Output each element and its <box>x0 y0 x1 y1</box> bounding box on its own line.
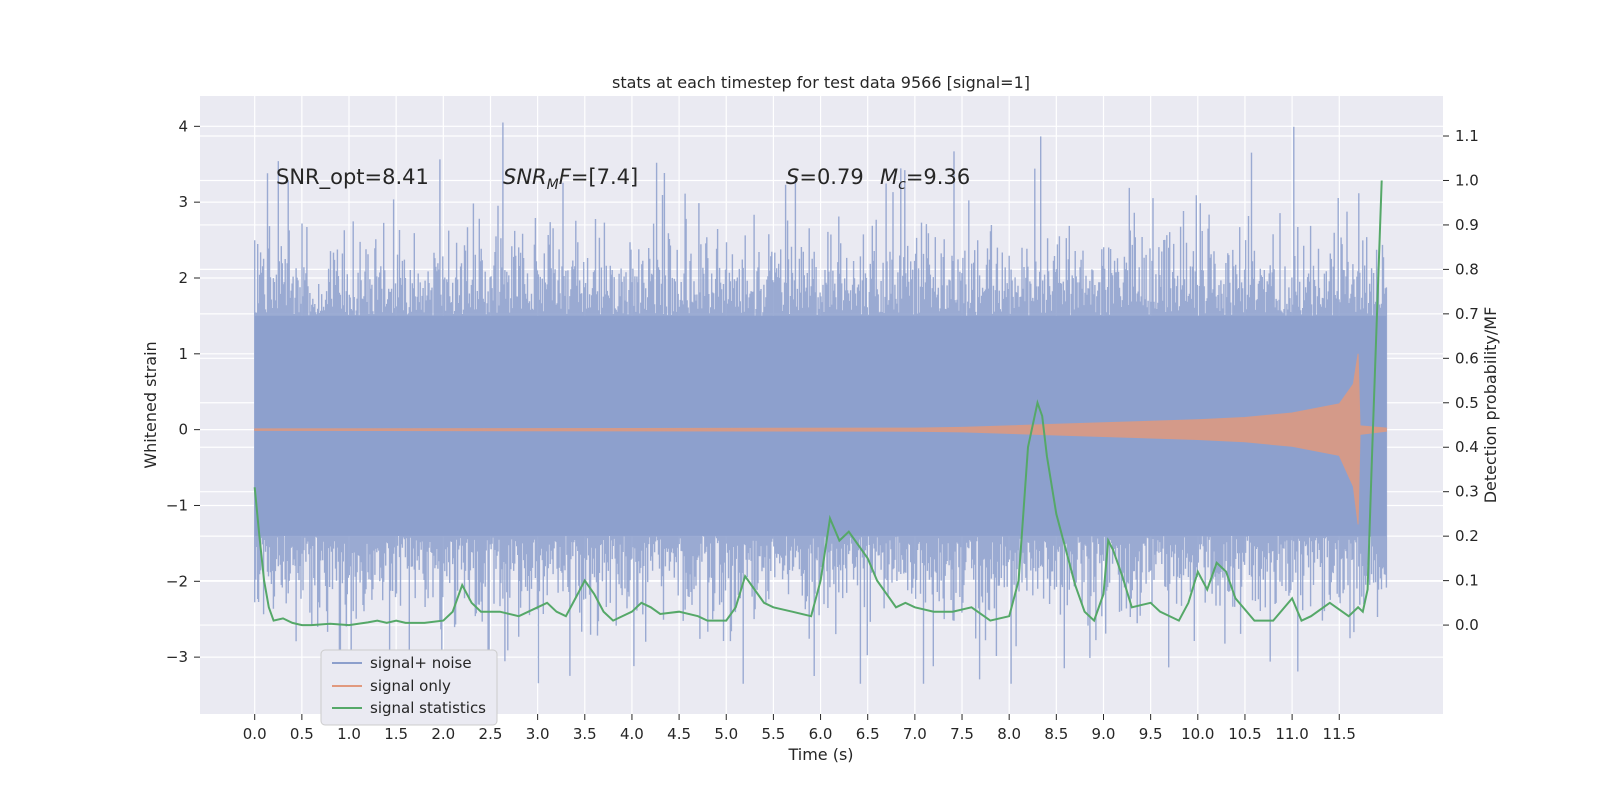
legend-box <box>320 649 498 726</box>
x-tick-label: 1.5 <box>384 725 408 743</box>
x-tick-label: 7.5 <box>950 725 974 743</box>
y-right-tick-label: 1.1 <box>1455 127 1479 145</box>
snr-mf-subscript: M <box>547 177 559 193</box>
snr-mf-symbol: SNR <box>503 165 547 189</box>
annotation-mc: Mc=9.36 <box>880 165 970 193</box>
signal-envelope <box>254 353 1387 525</box>
x-tick-label: 3.5 <box>573 725 597 743</box>
x-tick-label: 2.5 <box>479 725 503 743</box>
y-left-axis-ticks: 4 3 2 1 0 −1 −2 −3 <box>166 117 200 666</box>
y-left-tick-label: 4 <box>178 117 188 135</box>
y-left-tick-label: 3 <box>178 193 188 211</box>
y-right-axis-ticks: 1.1 1.0 0.9 0.8 0.7 0.6 0.5 0.4 0.3 0.2 0.1 0.0 <box>1443 127 1479 634</box>
y-right-tick-label: 0.2 <box>1455 527 1479 545</box>
x-tick-label: 1.0 <box>337 725 361 743</box>
x-tick-label: 8.5 <box>1044 725 1068 743</box>
x-tick-label: 8.0 <box>997 725 1021 743</box>
stats-line <box>253 180 1383 627</box>
legend: signal+ noise signal only signal statist… <box>320 649 498 726</box>
y-right-tick-label: 0.5 <box>1455 394 1479 412</box>
x-tick-label: 5.5 <box>761 725 785 743</box>
y-left-tick-label: 2 <box>178 269 188 287</box>
x-tick-label: 3.0 <box>526 725 550 743</box>
y-left-tick-label: 0 <box>178 421 188 439</box>
x-axis-ticks: 0.0 0.5 1.0 1.5 2.0 2.5 3.0 3.5 4.0 4.5 5.0 5.5 6.0 6… <box>243 714 1356 743</box>
x-tick-label: 4.0 <box>620 725 644 743</box>
y-left-axis-label: Whitened strain <box>141 341 160 468</box>
s-value: =0.79 <box>799 165 863 189</box>
chart-title: stats at each timestep for test data 956… <box>612 73 1030 92</box>
y-left-tick-label: −2 <box>166 572 188 590</box>
annotation-s: S=0.79 <box>786 165 864 189</box>
snr-mf-value: =[7.4] <box>571 165 638 189</box>
y-right-tick-label: 0.7 <box>1455 305 1479 323</box>
legend-label-noise: signal+ noise <box>370 654 472 672</box>
x-tick-label: 11.5 <box>1323 725 1356 743</box>
x-tick-label: 4.5 <box>667 725 691 743</box>
y-right-tick-label: 0.0 <box>1455 616 1479 634</box>
x-tick-label: 11.0 <box>1275 725 1308 743</box>
y-right-tick-label: 0.1 <box>1455 572 1479 590</box>
y-right-axis-label: Detection probability/MF <box>1481 307 1500 504</box>
y-right-tick-label: 0.8 <box>1455 260 1479 278</box>
x-tick-label: 9.0 <box>1092 725 1116 743</box>
y-left-tick-label: −3 <box>166 648 188 666</box>
y-right-tick-label: 0.4 <box>1455 438 1479 456</box>
x-tick-label: 5.0 <box>714 725 738 743</box>
x-tick-label: 2.0 <box>431 725 455 743</box>
x-tick-label: 0.0 <box>243 725 267 743</box>
x-tick-label: 6.0 <box>809 725 833 743</box>
mc-subscript: c <box>898 177 906 193</box>
x-tick-label: 0.5 <box>290 725 314 743</box>
snr-mf-symbol-f: F <box>559 165 572 189</box>
x-tick-label: 6.5 <box>856 725 880 743</box>
y-left-tick-label: −1 <box>166 496 188 514</box>
y-left-tick-label: 1 <box>178 345 188 363</box>
mc-value: =9.36 <box>906 165 970 189</box>
x-tick-label: 10.0 <box>1181 725 1214 743</box>
x-tick-label: 7.0 <box>903 725 927 743</box>
x-tick-label: 10.5 <box>1228 725 1261 743</box>
y-right-tick-label: 0.3 <box>1455 483 1479 501</box>
y-right-tick-label: 0.6 <box>1455 349 1479 367</box>
legend-label-stats: signal statistics <box>370 699 486 717</box>
y-right-tick-label: 0.9 <box>1455 216 1479 234</box>
s-symbol: S <box>786 165 799 189</box>
annotation-snr-mf: SNRMF=[7.4] <box>503 165 638 193</box>
y-right-tick-label: 1.0 <box>1455 171 1479 189</box>
series-signal-only <box>254 353 1387 525</box>
x-tick-label: 9.5 <box>1139 725 1163 743</box>
x-axis-label: Time (s) <box>787 745 853 764</box>
legend-label-signal: signal only <box>370 677 451 695</box>
annotation-snr-opt: SNR_opt=8.41 <box>276 165 429 190</box>
mc-symbol: M <box>880 165 898 189</box>
series-signal-statistics <box>253 180 1383 627</box>
